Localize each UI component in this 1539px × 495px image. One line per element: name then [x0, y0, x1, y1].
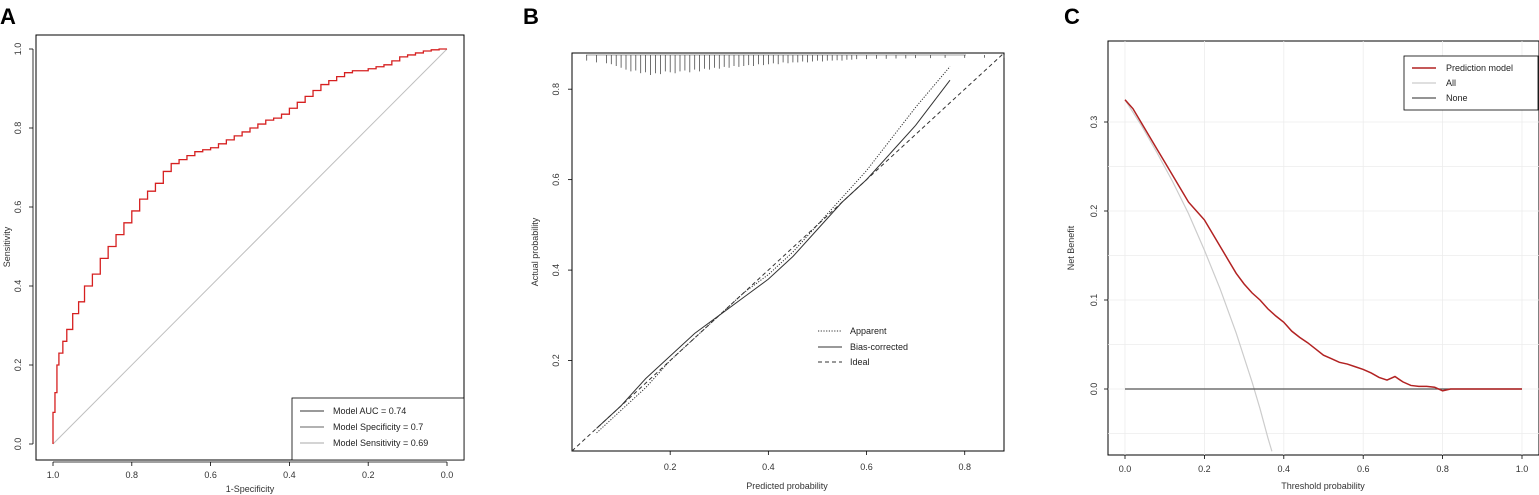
- c-all-line: [1124, 99, 1273, 452]
- panel-c-letter: C: [1064, 4, 1080, 29]
- legend-c-item-2: All: [1446, 78, 1456, 88]
- a-x-tick-label: 1.0: [47, 470, 60, 480]
- legend-a-item-1: Model AUC = 0.74: [333, 406, 406, 416]
- c-x-tick-label: 0.0: [1119, 464, 1132, 474]
- c-y-tick-label: 0.0: [1089, 383, 1099, 396]
- panel-a: A 1.0 0.8 0.6 0.4 0.2 0.0 0.0 0.2 0.4 0.6 0.8 1.0 1…: [0, 4, 465, 494]
- b-bias-corrected-line: [596, 79, 951, 429]
- a-y-tick-label: 0.6: [13, 201, 23, 214]
- c-x-tick-label: 1.0: [1516, 464, 1529, 474]
- a-x-tick-label: 0.6: [204, 470, 217, 480]
- panel-b-legend: Apparent Bias-corrected Ideal: [818, 326, 908, 367]
- b-x-tick-label: 0.2: [664, 462, 677, 472]
- panel-c-legend: Prediction model All None: [1403, 55, 1539, 111]
- legend-c-item-1: Prediction model: [1446, 63, 1513, 73]
- panel-b-ylabel: Actual probability: [530, 217, 540, 286]
- legend-b-item-2: Bias-corrected: [850, 342, 908, 352]
- panel-c: C 0.0 0.2 0.4 0.6 0.8 1.0 0.0 0.1 0.2 0.3 Thresho…: [1064, 4, 1539, 491]
- a-y-tick-label: 0.8: [13, 122, 23, 135]
- a-x-tick-label: 0.8: [126, 470, 139, 480]
- a-x-tick-label: 0.4: [283, 470, 296, 480]
- panel-a-letter: A: [0, 4, 16, 29]
- c-x-tick-label: 0.4: [1278, 464, 1291, 474]
- panel-a-frame: [35, 34, 465, 461]
- a-roc-curve: [52, 48, 447, 444]
- b-x-tick-label: 0.6: [860, 462, 873, 472]
- panel-b-xlabel: Predicted probability: [746, 481, 828, 491]
- a-y-tick-label: 0.2: [13, 359, 23, 372]
- b-y-tick-label: 0.4: [551, 264, 561, 277]
- panel-c-xlabel: Threshold probability: [1281, 481, 1365, 491]
- a-x-tick-label: 0.2: [362, 470, 375, 480]
- b-apparent-line: [596, 66, 951, 434]
- c-y-tick-label: 0.3: [1089, 116, 1099, 129]
- a-reference-line: [52, 48, 448, 445]
- b-y-tick-label: 0.6: [551, 173, 561, 186]
- panel-c-ylabel: Net Benefit: [1066, 225, 1076, 270]
- b-y-tick-label: 0.8: [551, 83, 561, 96]
- c-x-tick-label: 0.6: [1357, 464, 1370, 474]
- panel-a-xlabel: 1-Specificity: [226, 484, 275, 494]
- a-x-tick-label: 0.0: [441, 470, 454, 480]
- panel-b-letter: B: [523, 4, 539, 29]
- c-y-tick-label: 0.1: [1089, 294, 1099, 307]
- legend-b-item-3: Ideal: [850, 357, 870, 367]
- c-y-tick-label: 0.2: [1089, 205, 1099, 218]
- c-x-tick-label: 0.2: [1198, 464, 1211, 474]
- a-y-tick-label: 1.0: [13, 43, 23, 56]
- b-x-tick-label: 0.8: [958, 462, 971, 472]
- legend-b-item-1: Apparent: [850, 326, 887, 336]
- legend-c-item-3: None: [1446, 93, 1468, 103]
- panel-b: B 0.2 0.4 0.6 0.8 0.2 0.4 0.6 0.8 Predicted pro…: [523, 4, 1005, 491]
- c-prediction-model-line: [1124, 99, 1522, 392]
- panel-a-legend: Model AUC = 0.74 Model Specificity = 0.7…: [291, 397, 465, 461]
- b-x-tick-label: 0.4: [762, 462, 775, 472]
- c-x-tick-label: 0.8: [1436, 464, 1449, 474]
- b-y-tick-label: 0.2: [551, 354, 561, 367]
- legend-a-item-2: Model Specificity = 0.7: [333, 422, 423, 432]
- legend-a-item-3: Model Sensitivity = 0.69: [333, 438, 428, 448]
- a-y-tick-label: 0.4: [13, 280, 23, 293]
- panel-b-frame: [571, 52, 1005, 452]
- a-y-tick-label: 0.0: [13, 438, 23, 451]
- panel-a-ylabel: Sensitivity: [2, 226, 12, 267]
- panel-c-frame: [1107, 40, 1539, 456]
- b-ideal-line: [571, 52, 1005, 452]
